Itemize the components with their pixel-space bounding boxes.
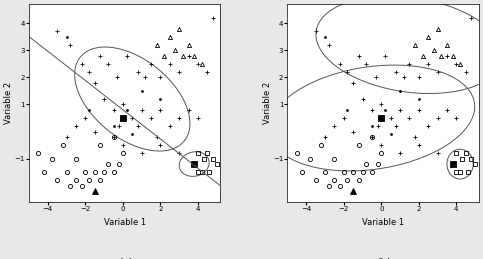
Text: (a): (a) [117,257,133,259]
Y-axis label: Variable 2: Variable 2 [263,82,271,124]
X-axis label: Variable 1: Variable 1 [104,218,146,227]
X-axis label: Variable 1: Variable 1 [362,218,404,227]
Y-axis label: Variable 2: Variable 2 [4,82,13,124]
Text: (b): (b) [375,257,391,259]
